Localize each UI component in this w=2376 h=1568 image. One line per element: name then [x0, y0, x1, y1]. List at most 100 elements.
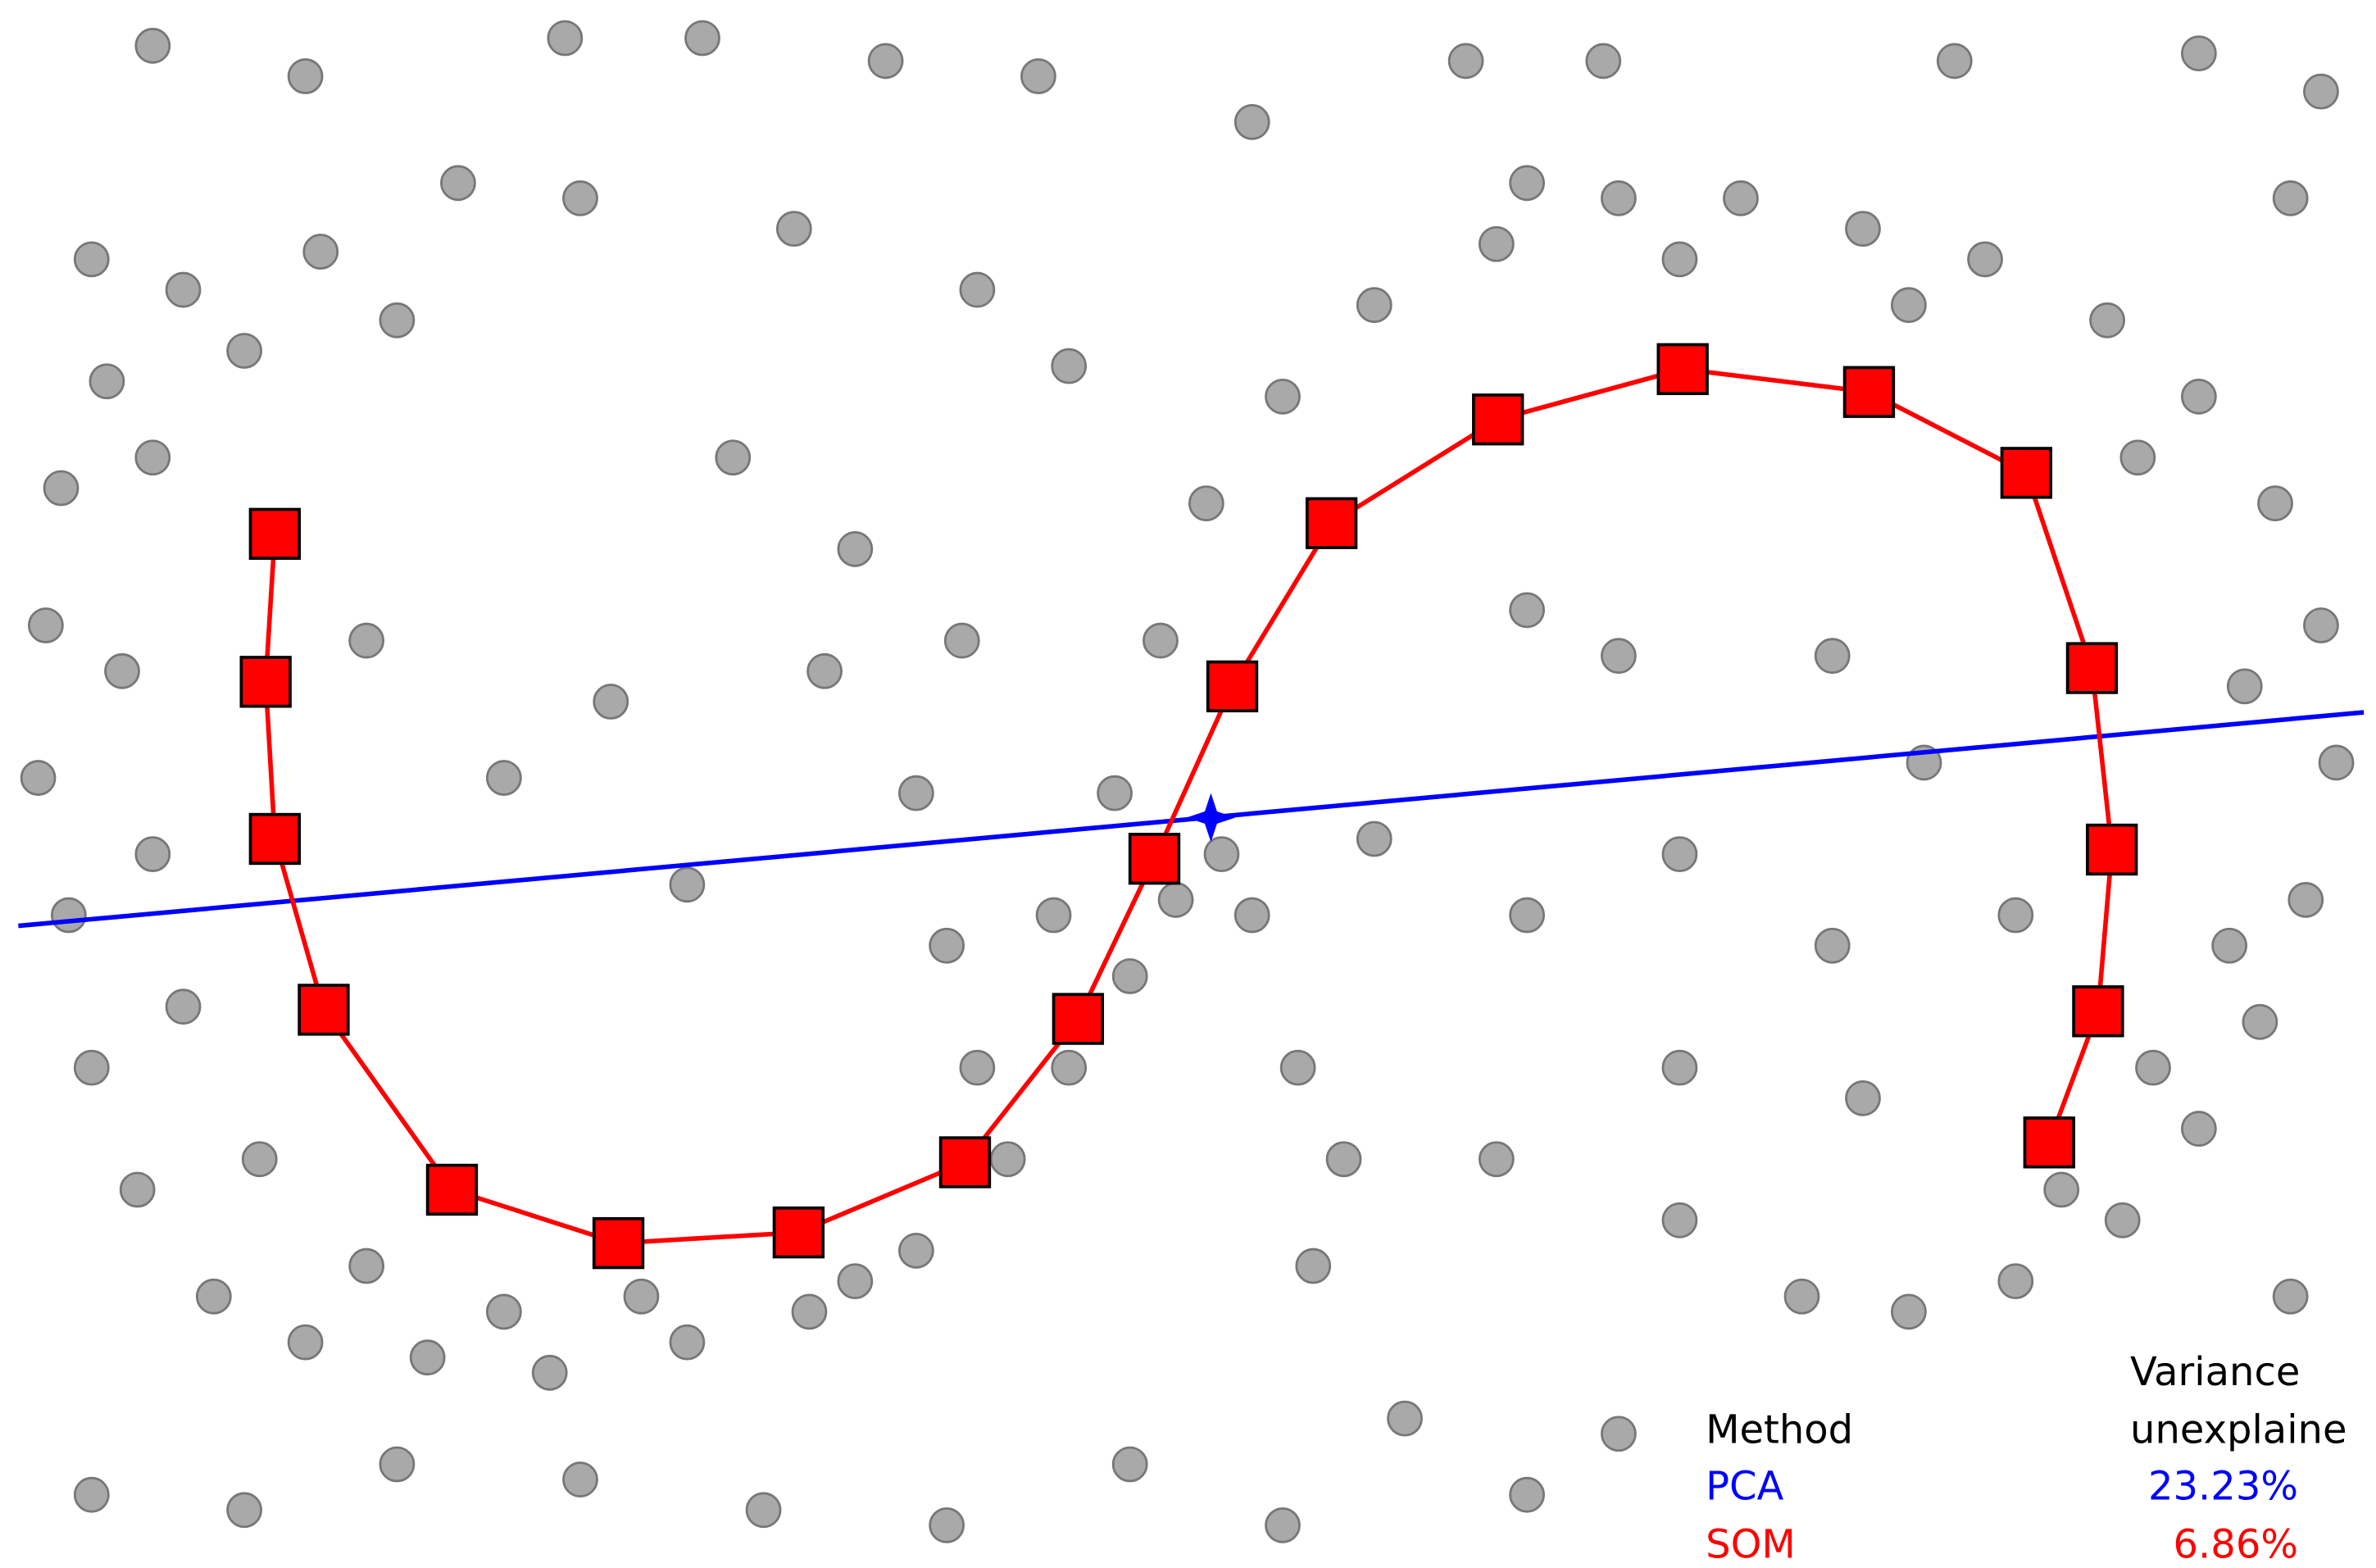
legend-header: Method: [1706, 1407, 1853, 1453]
data-point: [1585, 43, 1622, 80]
data-point: [1783, 1278, 1820, 1315]
data-point: [134, 836, 171, 872]
som-node: [298, 984, 350, 1036]
data-point: [669, 866, 706, 903]
data-point: [1478, 1141, 1515, 1178]
data-point: [1661, 241, 1698, 278]
data-point: [791, 1293, 828, 1330]
legend-method: SOM: [1706, 1521, 1796, 1567]
legend-value: 6.86%: [2173, 1521, 2297, 1567]
som-node: [2086, 823, 2138, 876]
som-node: [239, 656, 292, 708]
data-point: [485, 1293, 522, 1330]
data-point: [775, 211, 812, 248]
data-point: [134, 27, 171, 64]
data-point: [897, 1233, 934, 1269]
data-point: [897, 775, 934, 811]
som-node: [2023, 1116, 2075, 1169]
data-point: [302, 234, 339, 270]
som-node: [2000, 447, 2053, 499]
data-point: [1661, 1049, 1698, 1086]
data-point: [562, 1461, 598, 1498]
data-point: [1601, 180, 1637, 216]
data-point: [1356, 820, 1392, 857]
data-point: [28, 607, 64, 643]
legend-header: unexplaine: [2130, 1407, 2346, 1453]
data-point: [1265, 1507, 1301, 1543]
data-point: [1233, 897, 1270, 934]
data-point: [1661, 836, 1698, 872]
data-point: [2180, 1111, 2217, 1147]
som-node: [1128, 833, 1181, 885]
data-point: [50, 897, 87, 934]
data-point: [1845, 1079, 1881, 1116]
som-node: [592, 1216, 645, 1270]
data-point: [1509, 592, 1546, 629]
data-point: [669, 1324, 706, 1361]
som-node: [2065, 642, 2119, 694]
data-point: [73, 241, 110, 278]
som-node: [1842, 366, 1896, 418]
pca-center: [1186, 793, 1236, 843]
data-point: [1097, 775, 1133, 811]
data-point: [226, 1492, 262, 1529]
data-point: [837, 1263, 874, 1300]
legend-header: Variance: [2130, 1349, 2300, 1395]
data-point: [287, 58, 324, 94]
data-point: [1509, 897, 1546, 934]
data-point: [195, 1278, 232, 1315]
data-point: [1233, 103, 1270, 140]
data-point: [1265, 378, 1301, 415]
data-point: [89, 363, 125, 400]
data-point: [1387, 1400, 1423, 1437]
data-point: [1601, 1416, 1637, 1452]
data-point: [1814, 927, 1851, 964]
data-point: [379, 302, 416, 339]
data-point: [1188, 485, 1224, 521]
data-point: [623, 1278, 660, 1315]
data-point: [1601, 638, 1637, 675]
data-point: [1143, 622, 1179, 659]
data-point: [593, 684, 629, 720]
data-point: [989, 1141, 1026, 1178]
data-point: [2089, 302, 2125, 339]
data-point: [409, 1339, 446, 1376]
data-point: [959, 271, 996, 308]
data-point: [1203, 836, 1240, 872]
data-point: [104, 652, 140, 689]
som-line: [263, 366, 2115, 1246]
data-point: [1051, 1049, 1088, 1086]
data-point: [2303, 607, 2339, 643]
data-point: [1967, 241, 2003, 278]
data-point: [2242, 1003, 2278, 1040]
data-point: [43, 470, 80, 507]
data-point: [2180, 378, 2217, 415]
som-node: [772, 1206, 825, 1259]
data-point: [20, 760, 57, 796]
data-point: [547, 20, 584, 57]
data-point: [1111, 1446, 1148, 1483]
data-point: [1051, 348, 1088, 384]
data-point: [837, 531, 874, 567]
som-node: [938, 1136, 992, 1188]
data-point: [1997, 1263, 2034, 1300]
som-node: [248, 507, 302, 560]
data-point: [2119, 439, 2156, 476]
data-point: [1356, 287, 1392, 324]
data-point: [2287, 882, 2324, 918]
data-point: [929, 1507, 965, 1543]
data-point: [119, 1171, 156, 1208]
data-point: [2226, 668, 2263, 705]
data-point: [2303, 73, 2339, 110]
data-point: [287, 1324, 324, 1361]
data-point: [2043, 1171, 2080, 1208]
data-point: [1020, 58, 1056, 94]
legend-box: [1702, 1336, 2376, 1568]
data-point: [1325, 1141, 1362, 1178]
som-node: [2072, 985, 2124, 1038]
som-node: [1052, 993, 1105, 1045]
data-point: [2257, 485, 2293, 521]
data-point: [2104, 1202, 2141, 1238]
data-point: [806, 652, 843, 689]
